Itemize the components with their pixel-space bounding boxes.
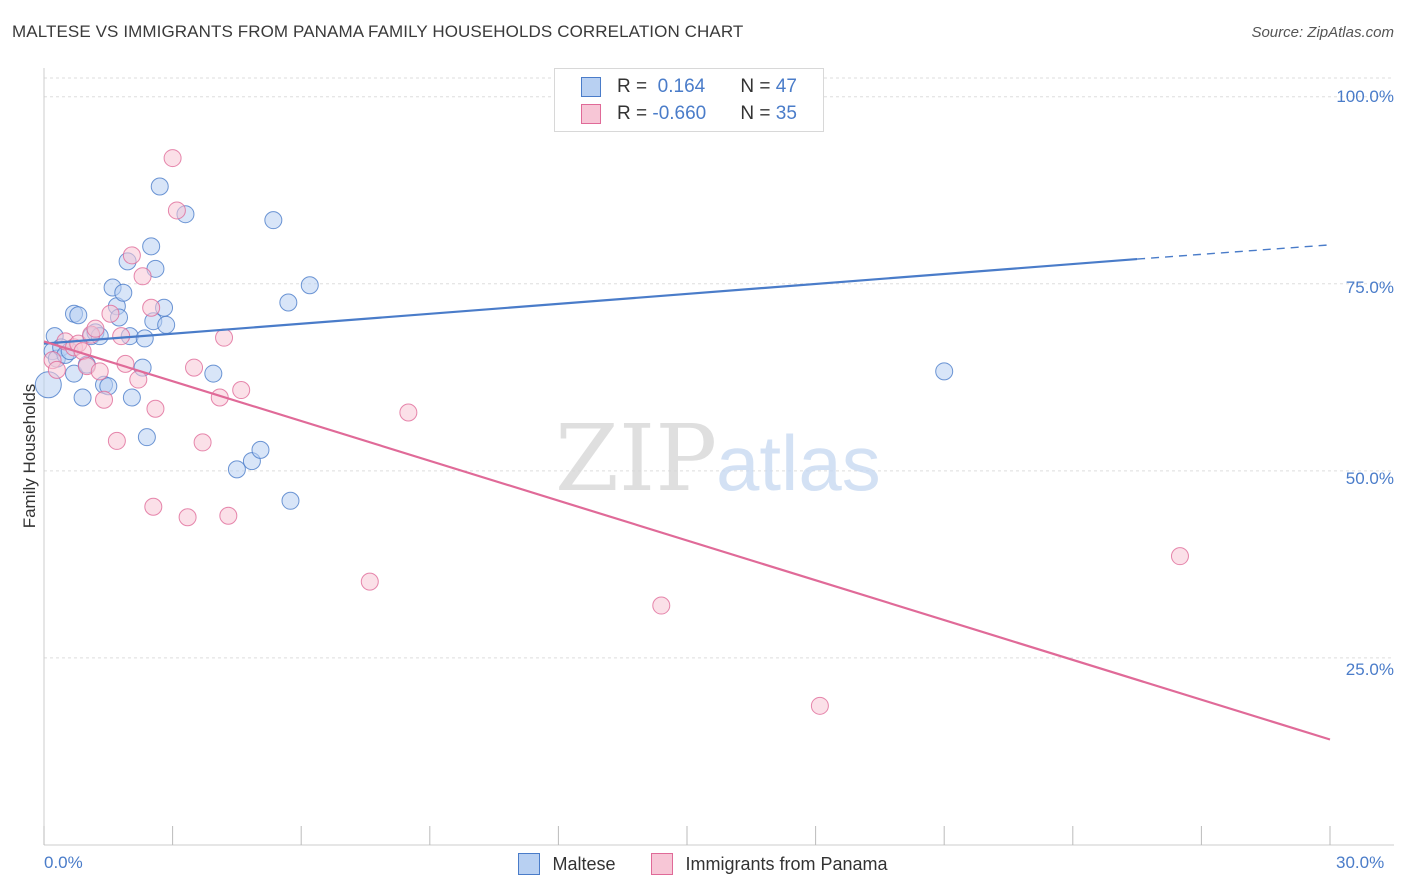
legend-row-maltese: R = 0.164 N = 47 <box>581 75 797 99</box>
data-point <box>281 491 300 510</box>
source-label: Source: ZipAtlas.com <box>1251 24 1394 41</box>
data-point <box>264 211 283 230</box>
data-point <box>133 267 152 286</box>
data-point <box>279 293 298 312</box>
data-point <box>129 370 148 389</box>
data-point <box>163 149 182 168</box>
data-point <box>69 306 88 325</box>
data-point <box>144 497 163 516</box>
data-point <box>652 596 671 615</box>
data-point <box>185 358 204 377</box>
legend-swatch-panama <box>651 853 674 875</box>
legend-swatch-maltese <box>518 853 541 875</box>
y-tick-label-75: 75.0% <box>1345 278 1394 297</box>
legend-swatch-maltese <box>581 77 601 97</box>
series-panama <box>43 149 1189 715</box>
data-point <box>90 362 109 381</box>
watermark: ZIP atlas <box>555 405 881 512</box>
data-point <box>227 460 246 479</box>
legend-n-value: 47 <box>775 76 797 97</box>
legend-r-value: 0.164 <box>652 76 706 97</box>
axes <box>43 68 1394 846</box>
y-tick-label-100: 100.0% <box>1336 87 1394 106</box>
trend-extension-maltese <box>1137 244 1331 260</box>
y-tick-label-50: 50.0% <box>1345 469 1394 488</box>
legend-r-label: R = <box>617 76 653 97</box>
legend-n-label: N = <box>740 76 776 97</box>
legend-row-panama: R = -0.660 N = 35 <box>581 102 797 126</box>
data-point <box>215 328 234 347</box>
stats-legend: R = 0.164 N = 47 R = -0.660 N = 35 <box>554 68 824 132</box>
data-point <box>360 572 379 591</box>
data-point <box>219 506 238 525</box>
data-point <box>204 364 223 383</box>
data-point <box>810 696 829 715</box>
data-point <box>399 403 418 422</box>
legend-item-panama[interactable]: Immigrants from Panama <box>651 853 888 875</box>
chart-title: MALTESE VS IMMIGRANTS FROM PANAMA FAMILY… <box>12 22 744 41</box>
legend-n-value: 35 <box>775 103 797 124</box>
y-tick-label-25: 25.0% <box>1345 660 1394 679</box>
data-point <box>300 276 319 295</box>
data-point <box>251 440 270 459</box>
trend-line-maltese <box>43 257 1138 345</box>
legend-swatch-panama <box>581 104 601 124</box>
data-point <box>135 329 154 348</box>
watermark-zip: ZIP <box>555 405 717 512</box>
legend-label-maltese: Maltese <box>552 853 616 874</box>
data-point <box>86 319 105 338</box>
data-point <box>137 428 156 447</box>
data-point <box>935 362 954 381</box>
data-point <box>1170 547 1189 566</box>
data-point <box>157 315 176 334</box>
legend-n-label: N = <box>740 103 776 124</box>
data-point <box>122 388 141 407</box>
legend-item-maltese[interactable]: Maltese <box>518 853 615 875</box>
data-point <box>142 237 161 256</box>
grid-lines <box>44 77 1394 659</box>
data-point <box>146 399 165 418</box>
legend-r-value: -0.660 <box>652 103 707 124</box>
legend-r-label: R = <box>617 103 653 124</box>
trend-line-panama <box>43 340 1331 741</box>
legend-label-panama: Immigrants from Panama <box>685 853 888 874</box>
y-axis-title: Family Households <box>20 383 39 529</box>
data-point <box>232 381 251 400</box>
data-point <box>114 283 133 302</box>
data-point <box>101 304 120 323</box>
data-point <box>122 246 141 265</box>
data-point <box>95 390 114 409</box>
data-point <box>167 201 186 220</box>
data-point <box>107 431 126 450</box>
data-point <box>150 177 169 196</box>
data-point <box>193 433 212 452</box>
data-point <box>142 298 161 317</box>
data-point <box>47 360 66 379</box>
series-legend: Maltese Immigrants from Panama <box>0 853 1406 875</box>
data-point <box>73 388 92 407</box>
data-point <box>178 508 197 527</box>
x-tick-label-min: 0.0% <box>44 853 83 872</box>
watermark-atlas: atlas <box>716 419 881 507</box>
x-tick-label-max: 30.0% <box>1336 853 1385 872</box>
